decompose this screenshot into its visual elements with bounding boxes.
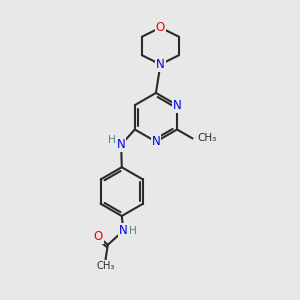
Text: H: H: [129, 226, 137, 236]
Text: CH₃: CH₃: [198, 134, 217, 143]
Text: CH₃: CH₃: [96, 261, 115, 271]
Text: O: O: [156, 21, 165, 34]
Text: N: N: [119, 224, 128, 237]
Text: H: H: [108, 135, 116, 145]
Text: N: N: [117, 138, 125, 151]
Text: N: N: [173, 99, 182, 112]
Text: O: O: [94, 230, 103, 243]
Text: N: N: [156, 58, 165, 71]
Text: N: N: [152, 135, 160, 148]
